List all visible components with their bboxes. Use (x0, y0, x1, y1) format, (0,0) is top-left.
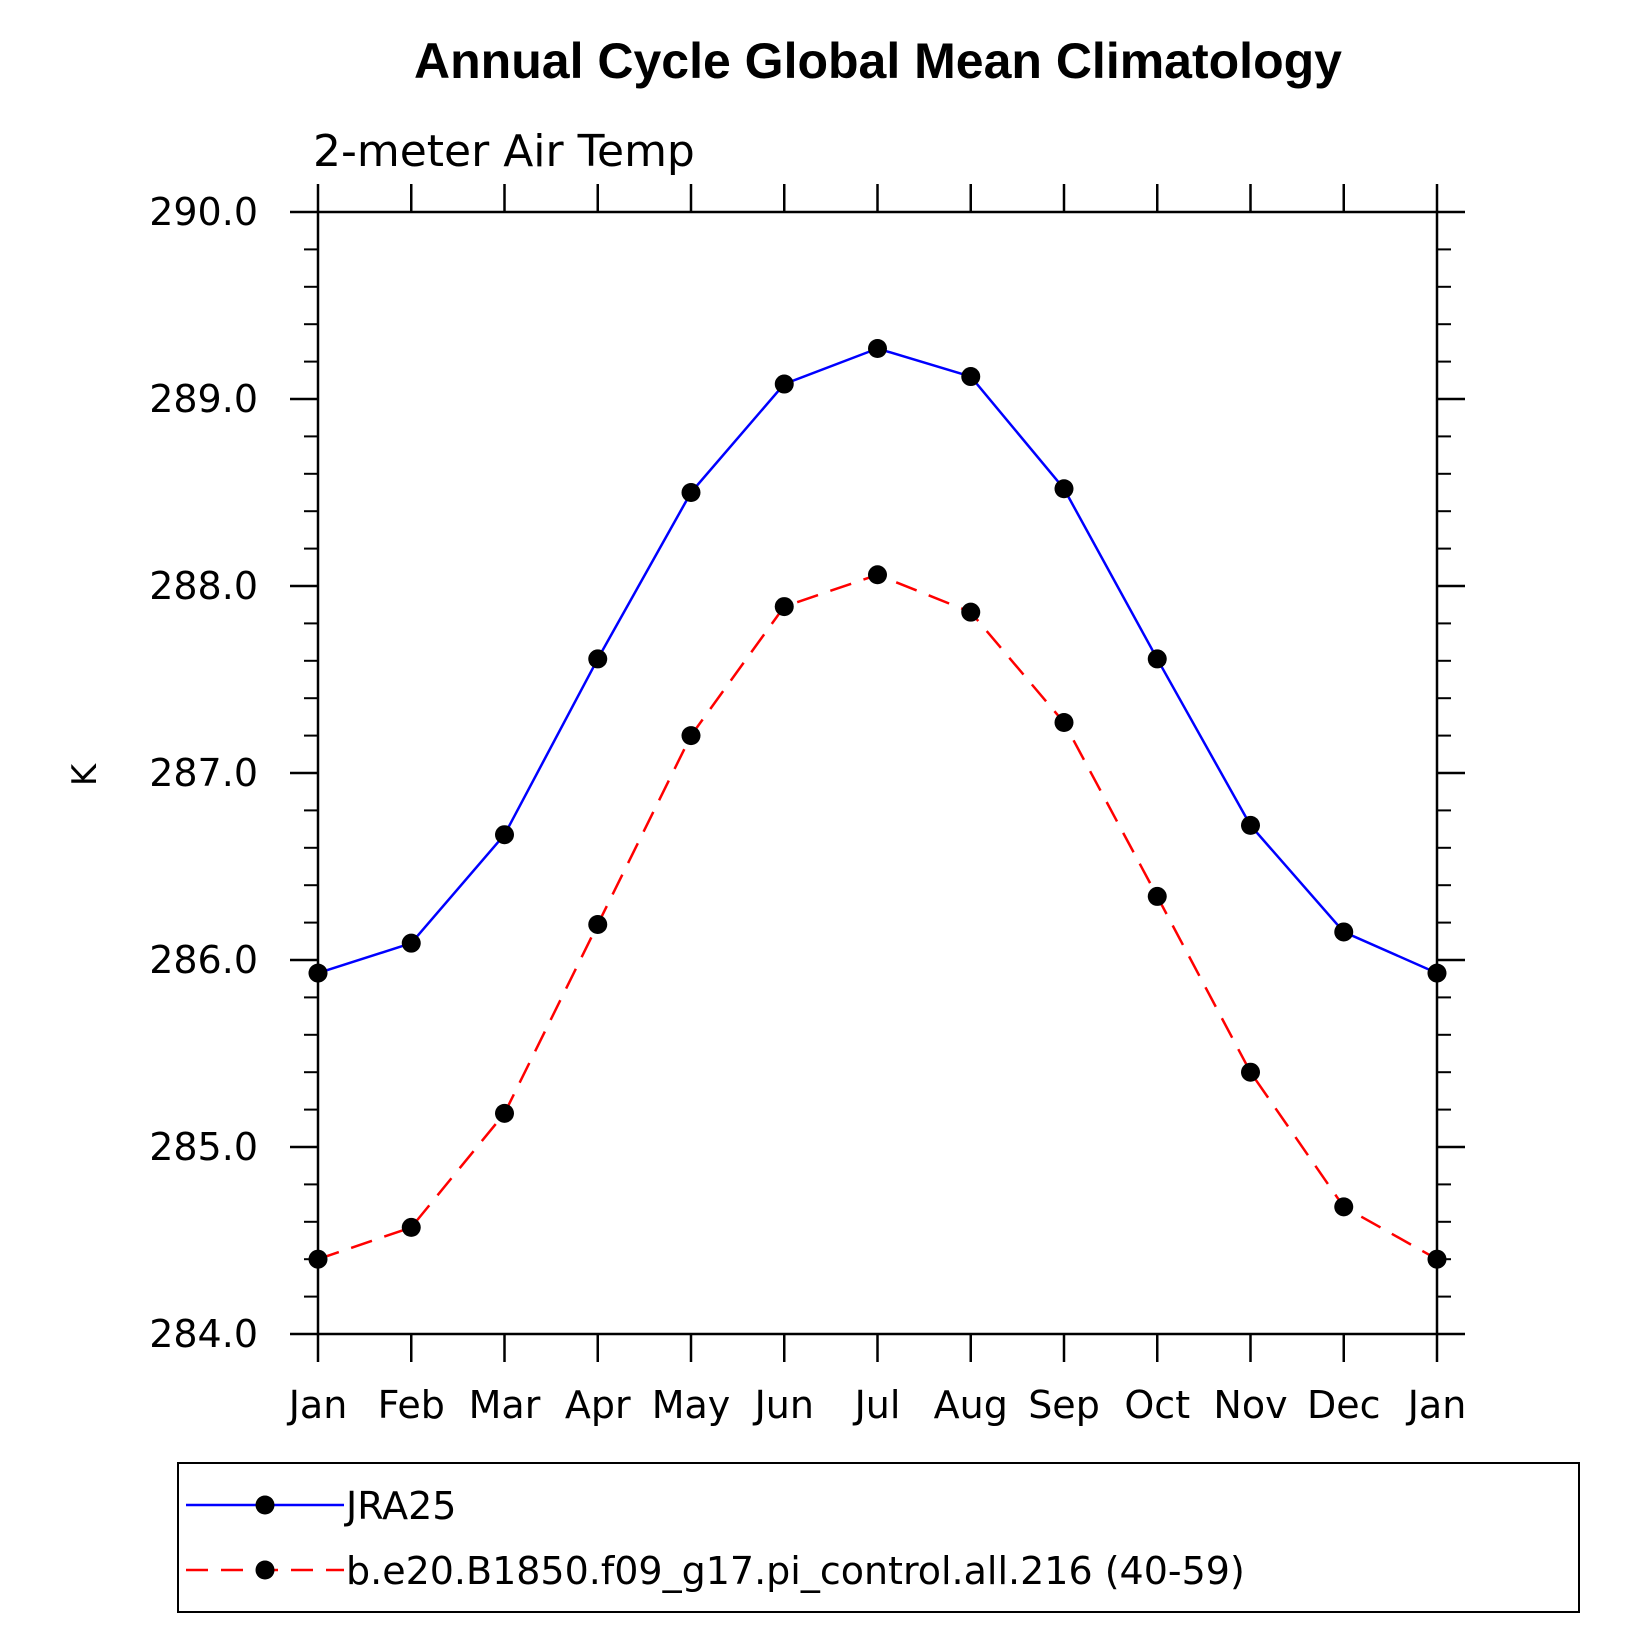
data-point (1054, 713, 1074, 733)
chart-title: Annual Cycle Global Mean Climatology (414, 33, 1342, 89)
chart-subtitle: 2-meter Air Temp (313, 126, 695, 177)
y-axis-label: K (65, 762, 105, 786)
data-point (401, 933, 421, 953)
plot-frame (316, 210, 1439, 1336)
x-tick-label: Jan (287, 1383, 348, 1427)
data-point (1334, 1197, 1354, 1217)
legend-label: b.e20.B1850.f09_g17.pi_control.all.216 (… (346, 1549, 1245, 1593)
x-tick-label: Jan (1406, 1383, 1467, 1427)
plot-border (316, 210, 1439, 1336)
y-tick-label: 290.0 (149, 190, 258, 234)
data-point (681, 726, 701, 746)
y-tick-label: 289.0 (149, 377, 258, 421)
x-tick-label: May (652, 1383, 731, 1427)
y-tick-label: 284.0 (149, 1312, 258, 1356)
data-point (774, 374, 794, 394)
data-point (588, 649, 608, 669)
data-point (1241, 1062, 1260, 1082)
series-line (317, 347, 1438, 975)
data-point (495, 1103, 514, 1123)
y-tick-label: 288.0 (149, 564, 258, 608)
legend-box (177, 1462, 1580, 1613)
data-point (868, 565, 887, 585)
legend: JRA25 b.e20.B1850.f09_g17.pi_control.all.… (177, 1462, 1580, 1613)
data-point (961, 367, 981, 387)
y-tick-label: 285.0 (149, 1125, 258, 1169)
data-point (1241, 815, 1260, 835)
legend-label: JRA25 (344, 1484, 456, 1528)
y-tick-label: 286.0 (149, 938, 258, 982)
x-tick-label: Jul (853, 1383, 901, 1427)
data-point (1334, 922, 1354, 942)
x-tick-label: Dec (1307, 1383, 1381, 1427)
data-point (681, 483, 701, 502)
x-tick-label: Sep (1028, 1383, 1100, 1427)
data-point (1054, 479, 1074, 499)
legend-marker (255, 1495, 275, 1515)
data-point (1427, 1249, 1447, 1269)
y-tick-label: 287.0 (149, 751, 258, 795)
data-point (308, 963, 328, 983)
series-layer (308, 339, 1447, 1269)
data-point (961, 602, 981, 622)
data-point (588, 914, 608, 934)
x-tick-label: Jun (753, 1383, 814, 1427)
x-tick-label: Apr (565, 1383, 631, 1427)
y-axis: 284.0 285.0 286.0 287.0 288.0 289.0 290.0 (149, 190, 1465, 1356)
data-point (1147, 649, 1167, 669)
data-point (774, 597, 794, 617)
data-point (1427, 963, 1447, 983)
x-tick-label: Feb (378, 1383, 445, 1427)
x-axis: Jan Feb Mar Apr May Jun Jul Aug Sep Oct Nov Dec Jan (287, 184, 1467, 1427)
legend-items: JRA25 b.e20.B1850.f09_g17.pi_control.all.… (186, 1484, 1245, 1593)
x-tick-label: Mar (469, 1383, 541, 1427)
data-point (308, 1249, 328, 1269)
data-point (1147, 886, 1167, 906)
x-tick-label: Aug (934, 1383, 1008, 1427)
data-point (495, 825, 514, 845)
series-line (317, 573, 1438, 1261)
legend-marker (255, 1560, 275, 1580)
x-tick-label: Oct (1124, 1383, 1190, 1427)
x-tick-label: Nov (1213, 1383, 1287, 1427)
data-point (868, 339, 887, 359)
data-point (401, 1217, 421, 1237)
